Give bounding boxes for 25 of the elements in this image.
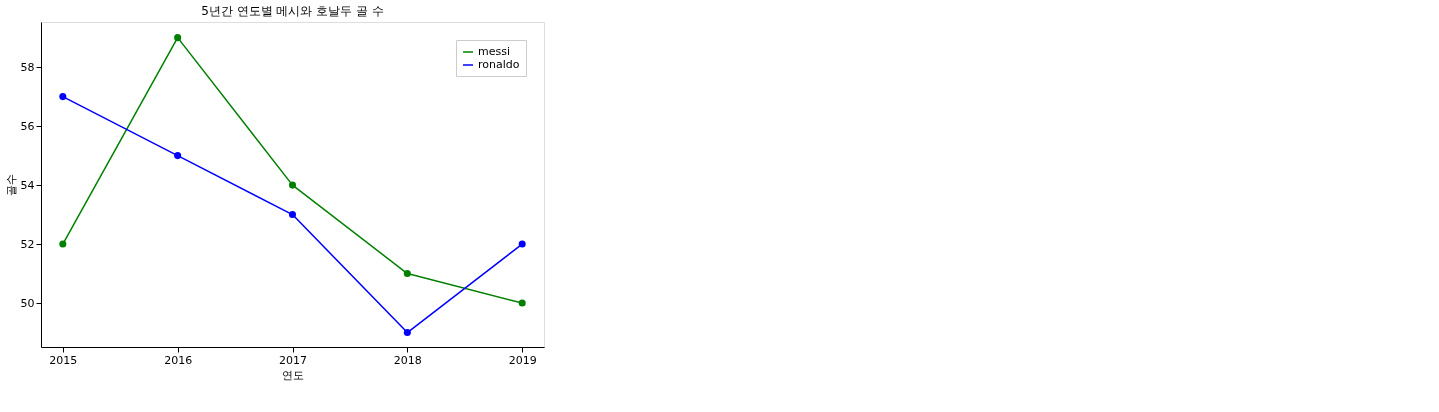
- y-tick-label: 58: [20, 60, 35, 74]
- y-tick-label: 54: [20, 178, 35, 192]
- point: [288, 211, 297, 219]
- x-tick-label: 2015: [49, 353, 78, 367]
- x-tick-label: 2019: [508, 353, 537, 367]
- y-tick-label: 50: [20, 296, 35, 310]
- x-axis-title: 연도: [282, 368, 304, 382]
- point: [59, 240, 67, 248]
- point: [403, 270, 411, 278]
- point: [518, 299, 526, 307]
- y-axis-title: 골수: [4, 174, 18, 196]
- point: [174, 34, 182, 42]
- x-tick-label: 2016: [164, 353, 193, 367]
- point: [518, 240, 526, 248]
- x-tick-label: 2018: [393, 353, 422, 367]
- point: [288, 181, 297, 189]
- y-tick-label: 52: [20, 237, 35, 251]
- point: [174, 152, 182, 160]
- point: [403, 329, 411, 337]
- y-tick-label: 56: [20, 119, 35, 133]
- point: [59, 93, 67, 101]
- chart-title: 5년간 연도별 메시와 호날두 골 수: [201, 4, 384, 18]
- legend-label: messi: [478, 45, 511, 58]
- legend-label: ronaldo: [478, 58, 520, 71]
- x-tick-label: 2017: [279, 353, 307, 367]
